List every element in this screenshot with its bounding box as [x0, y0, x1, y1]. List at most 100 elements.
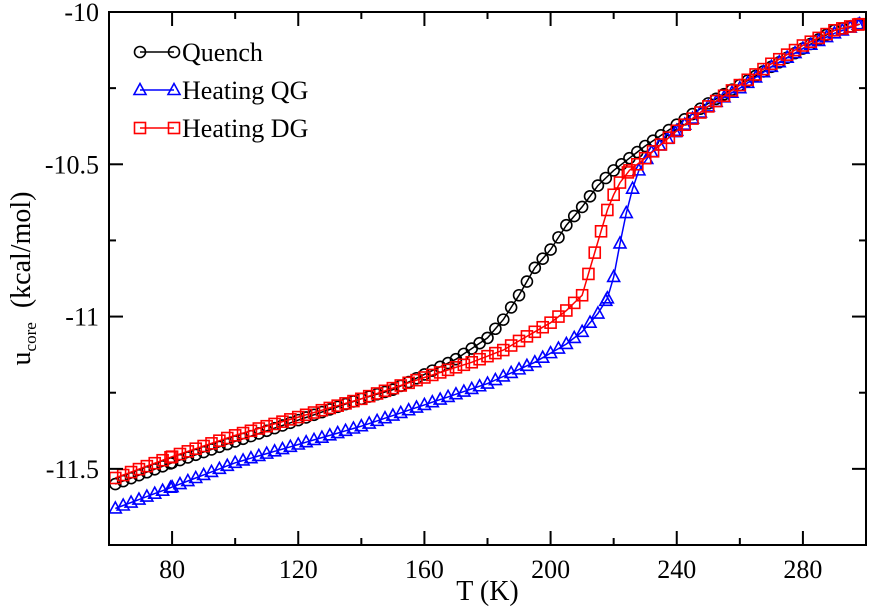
data-point	[512, 334, 526, 348]
data-point	[567, 296, 581, 310]
legend-item: Heating QG	[132, 76, 308, 105]
data-point	[601, 203, 614, 217]
y-tick-label: -10	[64, 0, 99, 27]
data-point	[140, 459, 154, 473]
legend-marker	[132, 81, 148, 96]
data-point	[473, 352, 486, 366]
data-point	[544, 243, 557, 256]
data-point	[268, 417, 281, 431]
data-point	[116, 468, 130, 482]
legend-marker	[167, 121, 181, 135]
data-point	[520, 275, 534, 288]
data-point	[520, 330, 534, 343]
x-tick-label: 240	[657, 555, 696, 584]
data-point	[124, 465, 138, 479]
data-point	[402, 376, 415, 390]
data-point	[213, 434, 226, 447]
data-point	[339, 397, 352, 410]
data-point	[612, 235, 628, 249]
data-point	[236, 426, 250, 440]
y-tick-label: -10.5	[45, 150, 99, 179]
data-point	[536, 320, 549, 334]
data-point	[528, 325, 542, 339]
data-point	[599, 171, 613, 185]
x-tick-label: 280	[783, 555, 822, 584]
data-point	[625, 180, 640, 194]
data-point	[378, 384, 392, 398]
y-tick-label: -11	[65, 303, 99, 332]
data-point	[441, 356, 455, 370]
data-point	[496, 343, 510, 357]
data-point	[148, 456, 162, 470]
series-layer	[107, 16, 868, 514]
data-point	[772, 52, 786, 66]
data-point	[410, 373, 423, 387]
data-point	[165, 450, 179, 463]
data-point	[252, 422, 266, 435]
data-point	[244, 424, 258, 438]
data-point	[426, 368, 439, 382]
data-point	[820, 27, 833, 41]
data-point	[331, 399, 344, 412]
data-point	[606, 268, 622, 283]
data-point	[662, 131, 676, 144]
data-point	[843, 20, 857, 33]
data-point	[457, 358, 471, 372]
data-point	[812, 31, 825, 45]
data-point	[496, 313, 510, 326]
y-axis-title-main: u	[6, 351, 37, 365]
data-point	[132, 462, 146, 476]
data-point	[780, 48, 794, 61]
data-point	[181, 445, 195, 458]
data-point	[765, 57, 778, 71]
data-point	[156, 453, 169, 467]
data-point	[654, 138, 668, 151]
data-point	[441, 363, 455, 377]
data-point	[852, 16, 868, 30]
data-point	[386, 381, 400, 395]
data-point	[228, 429, 242, 442]
data-point	[323, 401, 337, 415]
data-point	[362, 389, 376, 403]
data-point	[560, 304, 573, 317]
data-point	[504, 301, 518, 314]
data-point	[796, 39, 810, 52]
data-point	[621, 166, 635, 179]
legend-label: Heating DG	[182, 114, 308, 143]
data-point	[560, 218, 573, 232]
data-point	[588, 246, 602, 259]
data-point	[536, 252, 549, 266]
data-point	[260, 419, 274, 433]
data-point	[607, 188, 620, 202]
x-tick-label: 200	[531, 555, 570, 584]
data-point	[836, 22, 849, 35]
data-point	[481, 349, 494, 363]
data-point	[646, 145, 660, 158]
data-point	[220, 431, 234, 445]
x-tick-label: 160	[405, 555, 444, 584]
data-point	[512, 288, 526, 302]
y-tick-label: -11.5	[46, 455, 99, 484]
data-point	[607, 164, 620, 177]
data-point	[189, 442, 203, 455]
data-point	[804, 35, 818, 48]
legend-marker	[133, 121, 147, 135]
data-point	[307, 406, 321, 419]
data-point	[347, 394, 360, 408]
data-point	[355, 392, 368, 406]
x-tick-label: 120	[279, 555, 318, 584]
data-point	[590, 305, 606, 319]
data-point	[591, 179, 605, 192]
data-point	[284, 413, 297, 426]
data-point	[394, 379, 408, 392]
legend-marker	[167, 45, 181, 59]
legend: Quench Heating QG Heating DG	[132, 38, 308, 143]
data-point	[613, 176, 627, 189]
data-point	[575, 288, 589, 302]
data-point	[567, 209, 581, 223]
data-point	[465, 355, 479, 369]
legend-label: Heating QG	[182, 76, 308, 105]
data-point	[582, 267, 595, 281]
